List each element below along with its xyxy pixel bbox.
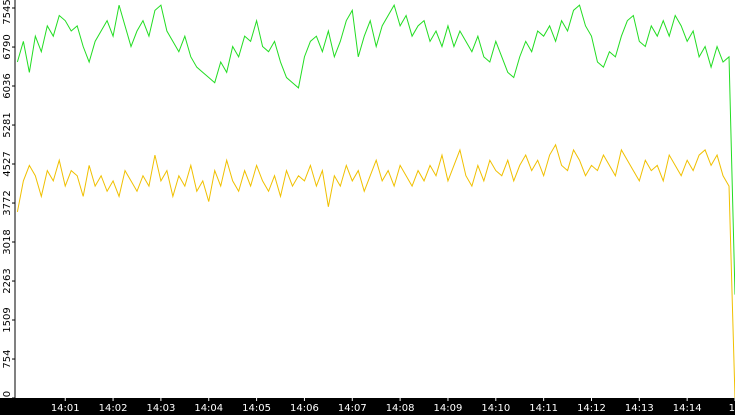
x-tick-label: 14:09 [434, 403, 463, 414]
x-tick-label: 14:06 [290, 403, 319, 414]
x-tick-label: 14:13 [625, 403, 654, 414]
x-tick-label: 14:03 [146, 403, 175, 414]
y-tick-label: 6790 [2, 34, 13, 59]
x-tick-label: 14:05 [242, 403, 271, 414]
x-tick-label: 14 [729, 403, 735, 414]
x-tick-label: 14:14 [673, 403, 702, 414]
x-tick-label: 14:07 [338, 403, 367, 414]
x-tick-label: 14:11 [529, 403, 558, 414]
x-tick-label: 14:10 [481, 403, 510, 414]
x-tick-label: 14:01 [51, 403, 80, 414]
series-line [16, 143, 735, 399]
y-tick-label: 0 [2, 391, 13, 397]
y-tick-label: 3772 [2, 190, 13, 215]
series-line [16, 3, 735, 295]
x-axis-band [0, 398, 735, 415]
y-tick-label: 6036 [2, 73, 13, 98]
y-tick-label: 4527 [2, 151, 13, 176]
y-tick-label: 5281 [2, 112, 13, 137]
y-tick-label: 7545 [2, 0, 13, 25]
y-tick-label: 2263 [2, 268, 13, 293]
x-tick-label: 14:08 [386, 403, 415, 414]
x-tick-label: 14:04 [194, 403, 223, 414]
x-tick-label: 14:02 [99, 403, 128, 414]
x-tick-label: 14:12 [577, 403, 606, 414]
y-tick-label: 3018 [2, 229, 13, 254]
y-tick-label: 754 [2, 349, 13, 368]
y-tick-label: 1509 [2, 307, 13, 332]
